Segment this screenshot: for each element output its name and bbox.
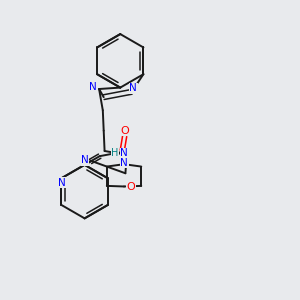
Text: N: N (81, 155, 89, 165)
Text: O: O (126, 182, 135, 192)
Text: H: H (111, 148, 119, 158)
Text: N: N (121, 158, 128, 168)
Text: N: N (129, 83, 137, 93)
Text: N: N (89, 82, 96, 92)
Text: O: O (121, 126, 130, 136)
Text: N: N (58, 178, 66, 188)
Text: N: N (120, 148, 128, 158)
